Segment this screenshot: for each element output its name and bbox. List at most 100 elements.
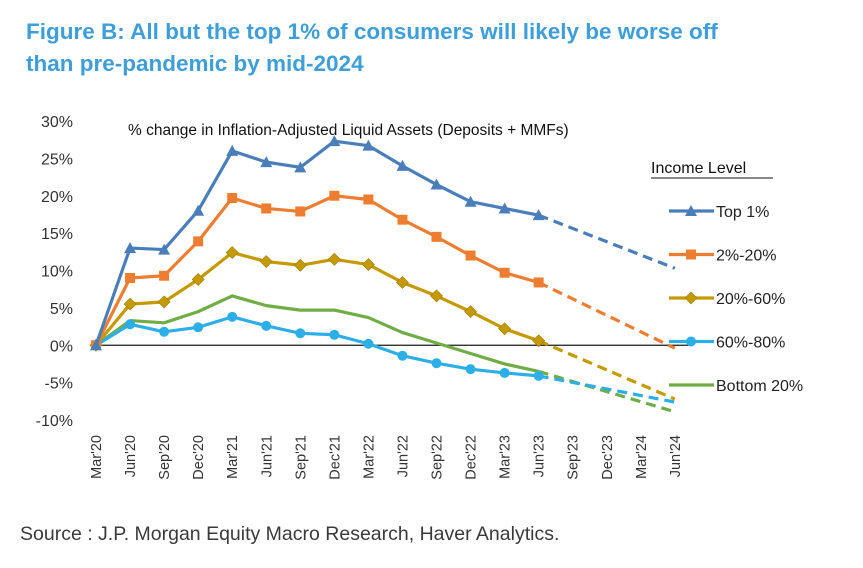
legend-label: 60%-80% bbox=[716, 335, 785, 352]
data-point bbox=[261, 320, 272, 331]
series-20-60 bbox=[89, 246, 676, 401]
y-tick-label: 0% bbox=[50, 338, 73, 355]
x-tick-label: Jun'20 bbox=[123, 435, 139, 477]
data-point bbox=[157, 295, 171, 309]
data-point bbox=[158, 243, 171, 255]
data-point bbox=[362, 139, 375, 151]
x-tick-label: Mar'22 bbox=[361, 435, 377, 479]
figure-title: Figure B: All but the top 1% of consumer… bbox=[26, 16, 846, 80]
series-2-20 bbox=[91, 190, 676, 351]
series-line bbox=[94, 250, 540, 347]
data-point bbox=[192, 204, 205, 216]
data-point bbox=[363, 338, 374, 349]
x-tick-label: Dec'22 bbox=[464, 435, 480, 480]
data-point bbox=[191, 273, 205, 286]
data-point bbox=[397, 214, 408, 225]
data-point bbox=[396, 159, 409, 171]
legend-marker bbox=[686, 249, 696, 260]
y-tick-label: 15% bbox=[41, 226, 73, 243]
data-point bbox=[532, 334, 546, 348]
data-point bbox=[363, 194, 374, 205]
figure-title-line-1: Figure B: All but the top 1% of consumer… bbox=[26, 19, 718, 44]
y-tick-label: 10% bbox=[41, 264, 73, 281]
x-tick-label: Sep'22 bbox=[430, 435, 446, 480]
legend-item: 60%-80% bbox=[669, 335, 785, 352]
data-point bbox=[159, 270, 170, 281]
legend-marker bbox=[684, 291, 698, 305]
y-tick-label: 30% bbox=[41, 114, 73, 131]
chart-title: % change in Inflation-Adjusted Liquid As… bbox=[128, 122, 569, 139]
data-point bbox=[498, 202, 511, 214]
y-tick-label: 20% bbox=[41, 189, 73, 206]
legend-label: 2%-20% bbox=[716, 248, 776, 265]
data-point bbox=[294, 161, 307, 173]
legend-label: Top 1% bbox=[716, 204, 769, 221]
data-point bbox=[328, 135, 341, 147]
projection-line bbox=[538, 374, 676, 404]
data-point bbox=[193, 236, 204, 247]
series-top-1 bbox=[90, 135, 676, 351]
data-point bbox=[226, 144, 239, 156]
x-tick-label: Dec'21 bbox=[327, 435, 343, 480]
x-tick-label: Sep'21 bbox=[293, 435, 309, 480]
projection-line bbox=[538, 339, 676, 401]
x-tick-label: Mar'20 bbox=[89, 435, 105, 479]
x-tick-label: Mar'21 bbox=[225, 435, 241, 479]
projection-line bbox=[537, 281, 676, 350]
legend-label: Bottom 20% bbox=[716, 378, 803, 395]
x-tick-label: Mar'23 bbox=[498, 435, 514, 479]
data-point bbox=[465, 250, 476, 261]
data-point bbox=[293, 258, 307, 272]
y-tick-label: -5% bbox=[45, 376, 73, 393]
y-tick-label: 5% bbox=[50, 301, 73, 318]
data-point bbox=[327, 252, 341, 266]
legend-title: Income Level bbox=[651, 160, 746, 177]
data-point bbox=[397, 350, 408, 361]
projection-line bbox=[538, 213, 676, 270]
x-tick-label: Dec'20 bbox=[191, 435, 207, 480]
data-point bbox=[499, 267, 510, 278]
legend-marker bbox=[685, 205, 697, 216]
source-note: Source : J.P. Morgan Equity Macro Resear… bbox=[20, 523, 560, 545]
data-point bbox=[225, 246, 239, 259]
x-tick-label: Dec'23 bbox=[600, 435, 616, 480]
series-bottom-20 bbox=[95, 294, 676, 414]
data-point bbox=[125, 272, 136, 283]
x-tick-label: Sep'23 bbox=[566, 435, 582, 480]
data-point bbox=[295, 206, 306, 217]
series-line bbox=[95, 315, 539, 378]
y-tick-label: 25% bbox=[41, 151, 73, 168]
x-tick-label: Mar'24 bbox=[634, 435, 650, 479]
data-point bbox=[193, 322, 204, 333]
data-point bbox=[430, 178, 443, 190]
data-point bbox=[261, 203, 272, 214]
data-point bbox=[431, 358, 442, 369]
x-tick-label: Jun'23 bbox=[532, 435, 548, 477]
legend-item: Top 1% bbox=[669, 204, 769, 221]
y-tick-label: -10% bbox=[36, 413, 73, 430]
data-point bbox=[361, 258, 375, 271]
data-point bbox=[259, 255, 273, 268]
x-tick-label: Jun'22 bbox=[395, 435, 411, 477]
legend-item: Bottom 20% bbox=[669, 378, 803, 395]
data-point bbox=[499, 367, 510, 378]
data-point bbox=[329, 329, 340, 340]
data-point bbox=[227, 192, 238, 203]
legend-item: 20%-60% bbox=[669, 291, 785, 308]
x-tick-label: Jun'21 bbox=[259, 435, 275, 477]
data-point bbox=[532, 209, 545, 221]
data-point bbox=[125, 319, 136, 330]
data-point bbox=[498, 322, 512, 336]
data-point bbox=[124, 242, 137, 254]
data-point bbox=[396, 276, 409, 289]
data-point bbox=[123, 297, 137, 311]
data-point bbox=[465, 364, 476, 375]
data-point bbox=[329, 190, 340, 201]
legend-label: 20%-60% bbox=[716, 291, 785, 308]
figure-title-line-2: than pre-pandemic by mid-2024 bbox=[26, 51, 364, 76]
data-point bbox=[260, 156, 273, 168]
data-point bbox=[430, 289, 443, 303]
series-line bbox=[94, 194, 540, 346]
series-line bbox=[94, 139, 539, 346]
